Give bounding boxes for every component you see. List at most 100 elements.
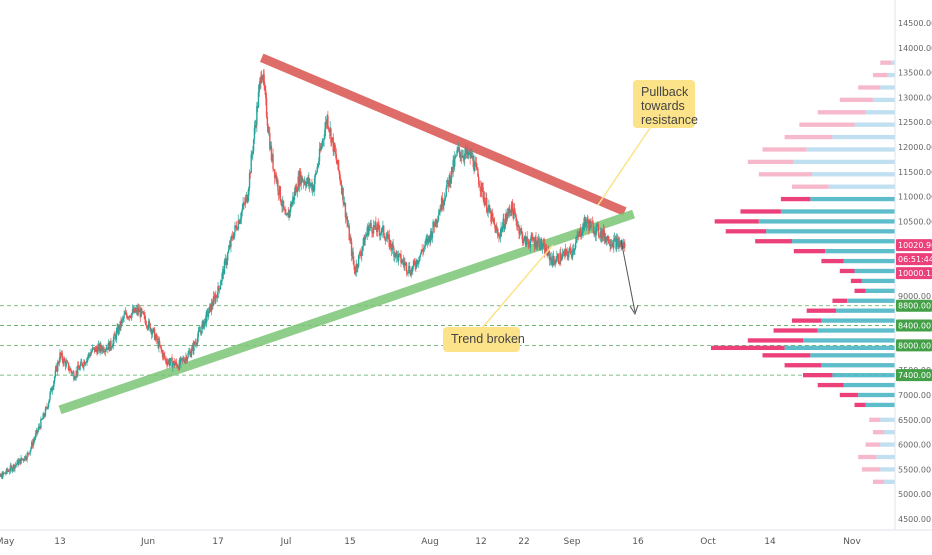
y-tick-label: 5000.00 xyxy=(898,490,931,499)
pullback-pointer xyxy=(598,128,650,205)
profile-bar xyxy=(840,269,855,273)
candle-body xyxy=(272,154,273,169)
y-tick-label: 5500.00 xyxy=(898,465,931,474)
y-tick-label: 9000.00 xyxy=(898,292,931,301)
profile-bar xyxy=(873,480,884,484)
profile-bar xyxy=(748,160,794,164)
profile-bar xyxy=(858,85,880,89)
annotation-line: towards xyxy=(641,99,687,113)
profile-bar xyxy=(785,135,833,139)
profile-bar xyxy=(818,328,895,332)
candles xyxy=(0,69,626,488)
profile-bar xyxy=(818,110,866,114)
candle-body xyxy=(187,353,188,358)
candle-body xyxy=(48,403,49,407)
profile-bar xyxy=(866,442,881,446)
y-tick-label: 14500.00 xyxy=(898,19,932,28)
profile-bar xyxy=(810,197,895,201)
profile-bar xyxy=(843,259,895,263)
x-tick-label: Aug xyxy=(421,537,439,547)
profile-bar xyxy=(785,346,895,350)
annotation-trend-broken: Trend broken xyxy=(443,327,520,352)
x-tick-label: 13 xyxy=(54,537,65,547)
profile-bar xyxy=(880,467,895,471)
profile-bar xyxy=(766,229,895,233)
profile-bar xyxy=(866,289,895,293)
profile-bar xyxy=(792,185,829,189)
price-tag: 10000.13 xyxy=(896,267,932,279)
price-tag-label: 8800.00 xyxy=(898,302,931,311)
profile-bar xyxy=(855,269,895,273)
y-tick-label: 11000.00 xyxy=(898,193,932,202)
candle-body xyxy=(512,202,513,210)
profile-bar xyxy=(807,147,895,151)
candle-body xyxy=(447,180,448,181)
profile-bar xyxy=(781,209,895,213)
x-tick-label: 15 xyxy=(344,537,355,547)
price-tag: 7400.00 xyxy=(896,369,932,381)
y-tick-label: 12500.00 xyxy=(898,118,932,127)
profile-bar xyxy=(763,353,811,357)
x-tick-label: 17 xyxy=(212,537,223,547)
candle-body xyxy=(558,254,559,262)
x-tick-label: 22 xyxy=(518,537,529,547)
profile-bar xyxy=(884,430,895,434)
profile-bar xyxy=(794,160,895,164)
profile-bar xyxy=(832,299,847,303)
profile-bar xyxy=(792,239,895,243)
support-trendline xyxy=(60,214,634,410)
volume-profile xyxy=(711,61,895,484)
profile-bar xyxy=(763,147,807,151)
profile-bar xyxy=(855,123,895,127)
profile-bar xyxy=(794,249,825,253)
profile-bar xyxy=(781,197,810,201)
profile-bar xyxy=(843,383,895,387)
profile-bar xyxy=(821,259,843,263)
candle-body xyxy=(385,238,386,241)
candle-body xyxy=(123,315,124,319)
profile-bar xyxy=(803,373,832,377)
price-tag-label: 10000.13 xyxy=(898,269,932,278)
profile-bar xyxy=(825,249,895,253)
x-tick-label: 14 xyxy=(764,537,776,547)
profile-bar xyxy=(755,239,792,243)
resistance-trendline xyxy=(262,58,625,212)
profile-bar xyxy=(866,110,895,114)
profile-bar xyxy=(821,363,895,367)
profile-bar xyxy=(880,61,891,65)
y-tick-label: 4500.00 xyxy=(898,515,931,524)
profile-bar xyxy=(818,383,844,387)
price-tag-label: 06:51:44 xyxy=(898,255,932,264)
projection-arrow xyxy=(621,240,635,312)
profile-bar xyxy=(829,185,895,189)
annotation-line: Pullback xyxy=(641,85,687,99)
profile-bar xyxy=(832,135,895,139)
annotation-pullback: Pullback towards resistance xyxy=(633,80,695,128)
price-tag-label: 8000.00 xyxy=(898,341,931,350)
profile-bar xyxy=(873,430,884,434)
y-tick-label: 11500.00 xyxy=(898,168,932,177)
profile-bar xyxy=(832,373,895,377)
profile-bar xyxy=(803,338,895,342)
profile-bar xyxy=(807,309,836,313)
profile-bar xyxy=(877,455,895,459)
profile-bar xyxy=(740,209,780,213)
candle-body xyxy=(454,158,455,167)
profile-bar xyxy=(851,279,862,283)
profile-bar xyxy=(812,172,895,176)
candle-body xyxy=(227,253,228,260)
profile-bar xyxy=(891,61,895,65)
candle-body xyxy=(571,250,572,255)
y-tick-label: 12000.00 xyxy=(898,143,932,152)
candle-body xyxy=(624,243,625,247)
y-tick-label: 13500.00 xyxy=(898,69,932,78)
profile-bar xyxy=(810,353,895,357)
profile-bar xyxy=(799,123,854,127)
candle-body xyxy=(539,238,540,247)
profile-bar xyxy=(711,346,785,350)
profile-bar xyxy=(847,299,895,303)
candle-body xyxy=(438,215,439,220)
profile-bar xyxy=(873,98,895,102)
x-tick-label: 16 xyxy=(632,537,644,547)
